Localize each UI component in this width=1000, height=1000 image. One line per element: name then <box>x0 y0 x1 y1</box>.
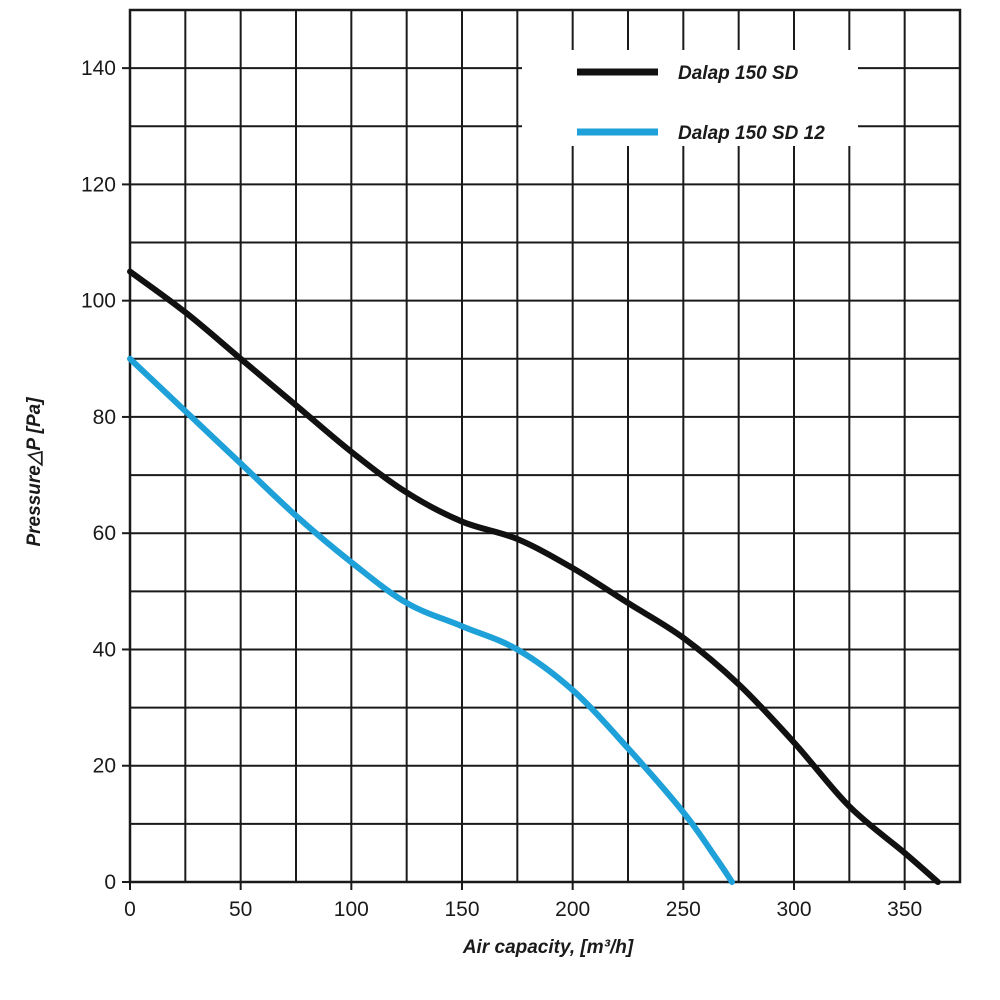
legend: Dalap 150 SD Dalap 150 SD 12 <box>522 50 858 146</box>
x-tick-label: 0 <box>124 898 136 921</box>
y-tick-label: 60 <box>93 522 116 545</box>
x-axis-title: Air capacity, [m³/h] <box>462 937 634 958</box>
legend-label-dalap-150-sd-12: Dalap 150 SD 12 <box>678 123 825 144</box>
legend-label-dalap-150-sd: Dalap 150 SD <box>678 63 799 84</box>
x-tick-label: 250 <box>666 898 701 921</box>
series-line-dalap-150-sd <box>127 268 941 885</box>
y-tick-label: 20 <box>93 755 116 778</box>
y-tick-label: 120 <box>81 173 116 196</box>
x-tick-label: 50 <box>229 898 252 921</box>
grid <box>129 9 961 883</box>
plot-border <box>128 8 962 884</box>
tick-labels: 0 20 40 60 80 100 120 140 0 50 100 150 200 250 300 350 <box>81 57 922 921</box>
y-axis-title: Pressure△P [Pa] <box>24 397 45 547</box>
series-lines <box>127 268 941 885</box>
y-tick-label: 100 <box>81 290 116 313</box>
x-tick-label: 100 <box>334 898 369 921</box>
series-line-dalap-150-sd-12 <box>127 355 736 885</box>
y-tick-label: 0 <box>104 871 116 894</box>
y-tick-label: 40 <box>93 638 116 661</box>
y-tick-label: 140 <box>81 57 116 80</box>
x-tick-label: 200 <box>555 898 590 921</box>
x-tick-label: 150 <box>444 898 479 921</box>
y-tick-label: 80 <box>93 406 116 429</box>
plot-frame <box>122 8 962 890</box>
x-tick-label: 300 <box>776 898 811 921</box>
x-tick-label: 350 <box>887 898 922 921</box>
